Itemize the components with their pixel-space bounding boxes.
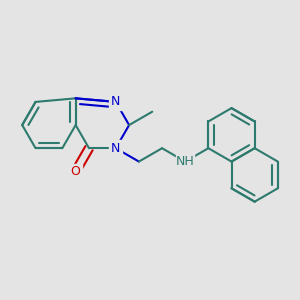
Text: N: N <box>111 95 120 108</box>
Bar <box>109 94 122 110</box>
Bar <box>70 164 82 179</box>
Text: NH: NH <box>176 155 195 168</box>
Bar <box>109 140 122 156</box>
Bar <box>176 153 194 170</box>
Text: O: O <box>71 165 81 178</box>
Text: N: N <box>111 142 120 155</box>
